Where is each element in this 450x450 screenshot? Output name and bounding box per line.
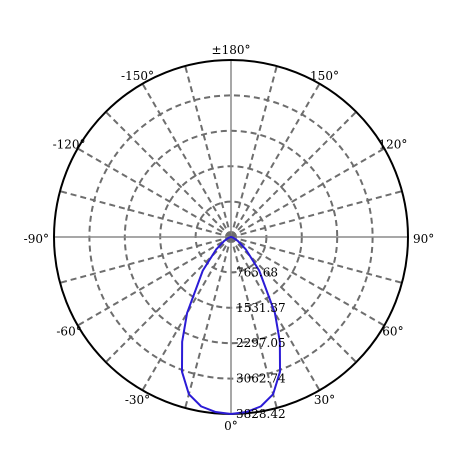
angle-label: 150° [310, 69, 339, 83]
angle-label: -150° [121, 69, 154, 83]
grid-spoke [141, 83, 232, 238]
radial-tick-label: 2297.05 [236, 336, 286, 350]
angle-label: 60° [382, 325, 403, 339]
grid-spoke [77, 147, 232, 238]
series-layer [180, 236, 282, 415]
grid-spoke [230, 65, 278, 238]
grid-spoke [184, 65, 232, 238]
angle-label: ±180° [212, 43, 251, 57]
angle-label: -60° [56, 325, 81, 339]
angle-label: 120° [378, 138, 407, 152]
grid-spoke [230, 147, 385, 238]
grid-spoke [230, 111, 357, 238]
radial-labels: 765.68 1531.37 2297.05 3062.74 3828.42 [236, 265, 286, 421]
grid-spoke [105, 111, 232, 238]
grid-spoke [59, 236, 232, 284]
angle-label: -30° [125, 393, 150, 407]
radial-tick-label: 3828.42 [236, 407, 286, 421]
grid-spoke [59, 190, 232, 238]
angle-label: 90° [413, 232, 434, 246]
angle-label: -120° [53, 138, 86, 152]
series-line [180, 236, 282, 415]
radial-tick-label: 1531.37 [236, 301, 286, 315]
radial-tick-label: 3062.74 [236, 372, 286, 386]
angle-label: 0° [224, 419, 238, 433]
polar-grid [53, 59, 409, 415]
radial-tick-label: 765.68 [236, 265, 278, 279]
angle-label: -90° [24, 232, 49, 246]
grid-spoke [77, 236, 232, 327]
grid-spoke [230, 190, 403, 238]
grid-spoke [230, 83, 321, 238]
angle-labels: ±180° -150° 150° -120° 120° -90° 90° -60° 60° -30… [24, 43, 435, 433]
angle-label: 30° [314, 393, 335, 407]
